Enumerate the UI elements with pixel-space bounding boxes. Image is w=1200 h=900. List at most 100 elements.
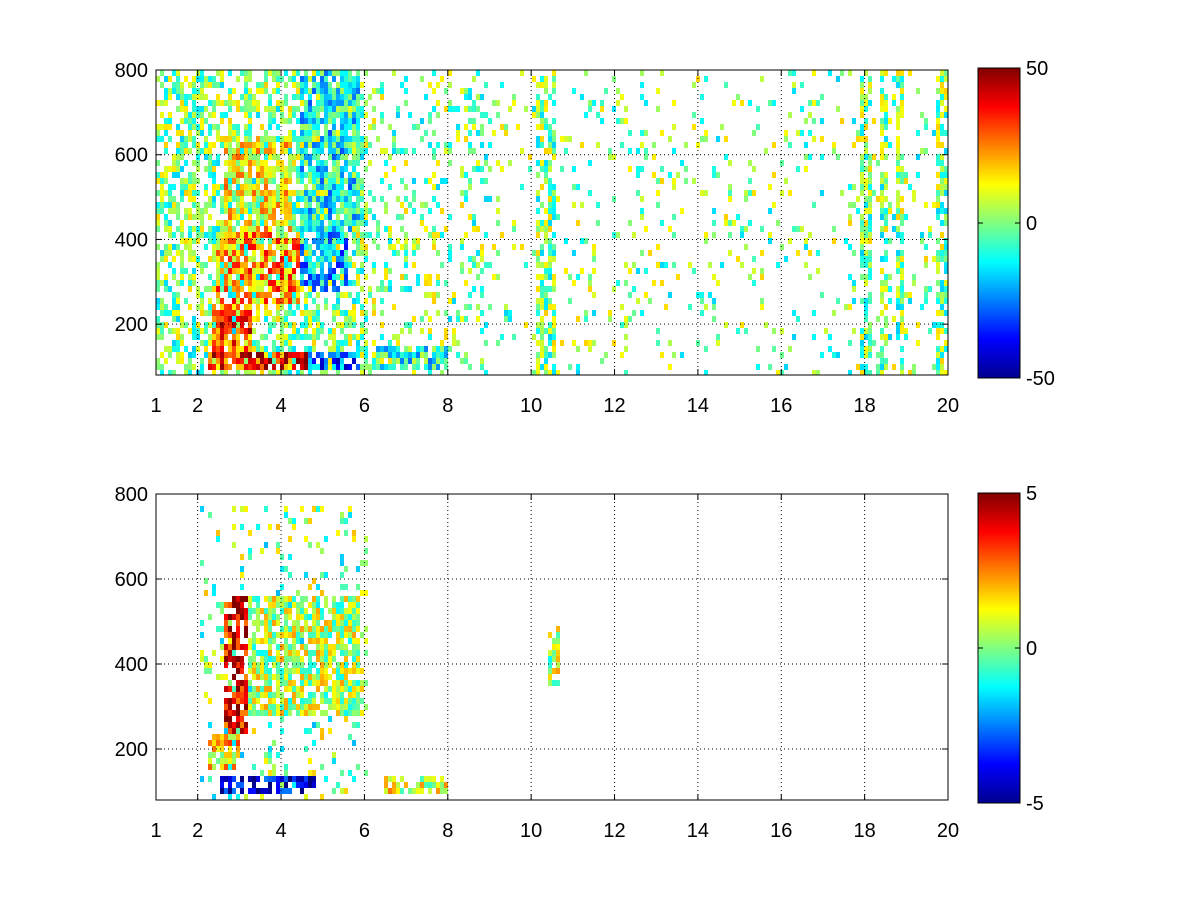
bottom-heatmap-cell xyxy=(260,656,264,662)
top-heatmap-cell xyxy=(372,238,376,244)
bottom-heatmap-cell xyxy=(288,668,292,674)
top-heatmap-cell xyxy=(392,148,396,154)
bottom-heatmap-cell xyxy=(352,686,356,692)
top-heatmap-cell xyxy=(212,304,216,310)
top-heatmap-cell xyxy=(192,268,196,274)
top-heatmap-cell xyxy=(296,244,300,250)
top-heatmap-cell xyxy=(188,304,192,310)
top-heatmap-cell xyxy=(896,172,900,178)
bottom-heatmap-cell xyxy=(288,554,292,560)
top-heatmap-cell xyxy=(168,250,172,256)
bottom-heatmap-cell xyxy=(244,620,248,626)
top-heatmap-cell xyxy=(596,142,600,148)
top-heatmap-cell xyxy=(252,256,256,262)
bottom-heatmap-cell xyxy=(284,764,288,770)
top-heatmap-cell xyxy=(940,322,944,328)
top-heatmap-cell xyxy=(372,268,376,274)
top-heatmap-cell xyxy=(936,124,940,130)
top-heatmap-cell xyxy=(444,88,448,94)
top-heatmap-cell xyxy=(372,124,376,130)
top-heatmap-cell xyxy=(184,322,188,328)
top-heatmap-cell xyxy=(344,88,348,94)
bottom-heatmap-cell xyxy=(304,620,308,626)
top-heatmap-cell xyxy=(264,310,268,316)
top-heatmap-cell xyxy=(324,256,328,262)
top-heatmap-cell xyxy=(300,208,304,214)
bottom-colorbar-ticks: 50-5 xyxy=(978,483,1044,815)
top-heatmap-cell xyxy=(196,226,200,232)
top-heatmap-cell xyxy=(392,142,396,148)
bottom-heatmap-cell xyxy=(552,650,556,656)
top-heatmap-cell xyxy=(228,94,232,100)
top-heatmap-cell xyxy=(336,250,340,256)
bottom-heatmap-cell xyxy=(388,788,392,794)
top-heatmap-cell xyxy=(548,226,552,232)
bottom-heatmap-cell xyxy=(224,602,228,608)
bottom-heatmap-cell xyxy=(208,752,212,758)
top-heatmap-cell xyxy=(344,340,348,346)
bottom-heatmap-cell xyxy=(316,620,320,626)
top-heatmap-cell xyxy=(552,154,556,160)
top-heatmap-cell xyxy=(388,232,392,238)
top-heatmap-cell xyxy=(284,244,288,250)
top-heatmap-cell xyxy=(512,100,516,106)
top-heatmap-cell xyxy=(532,106,536,112)
bottom-heatmap-cell xyxy=(356,662,360,668)
top-x-tick-label: 18 xyxy=(854,395,876,417)
bottom-heatmap-cell xyxy=(348,596,352,602)
top-heatmap-cell xyxy=(308,352,312,358)
top-heatmap-cell xyxy=(368,94,372,100)
top-heatmap-cell xyxy=(236,364,240,370)
bottom-heatmap-cell xyxy=(240,776,244,782)
top-heatmap-cell xyxy=(340,310,344,316)
top-heatmap-cell xyxy=(244,250,248,256)
bottom-heatmap-cell xyxy=(340,626,344,632)
top-heatmap-cell xyxy=(548,352,552,358)
top-heatmap-cell xyxy=(300,94,304,100)
top-heatmap-cell xyxy=(216,136,220,142)
top-heatmap-cell xyxy=(256,178,260,184)
bottom-heatmap-cell xyxy=(236,662,240,668)
top-heatmap-cell xyxy=(944,190,948,196)
bottom-heatmap-cell xyxy=(344,614,348,620)
bottom-heatmap-cell xyxy=(312,740,316,746)
top-heatmap-cell xyxy=(232,346,236,352)
top-heatmap-cell xyxy=(344,190,348,196)
bottom-heatmap-cell xyxy=(280,554,284,560)
top-heatmap-cell xyxy=(336,88,340,94)
top-heatmap-cell xyxy=(300,226,304,232)
bottom-heatmap-cell xyxy=(424,782,428,788)
top-heatmap-cell xyxy=(276,298,280,304)
top-heatmap-cell xyxy=(816,268,820,274)
top-heatmap-cell xyxy=(420,220,424,226)
top-heatmap-cell xyxy=(180,82,184,88)
top-heatmap-cell xyxy=(536,262,540,268)
bottom-heatmap-cell xyxy=(236,740,240,746)
top-heatmap-cell xyxy=(252,184,256,190)
top-heatmap-cell xyxy=(552,328,556,334)
top-heatmap-cell xyxy=(776,220,780,226)
top-heatmap-cell xyxy=(368,190,372,196)
top-heatmap-cell xyxy=(336,142,340,148)
bottom-heatmap-cell xyxy=(348,614,352,620)
top-heatmap-cell xyxy=(380,280,384,286)
top-heatmap-cell xyxy=(184,118,188,124)
top-heatmap-cell xyxy=(200,130,204,136)
bottom-heatmap-cell xyxy=(216,758,220,764)
top-heatmap-cell xyxy=(236,268,240,274)
top-heatmap-cell xyxy=(344,256,348,262)
top-heatmap-cell xyxy=(332,250,336,256)
top-heatmap-cell xyxy=(268,328,272,334)
top-heatmap-cell xyxy=(428,208,432,214)
top-heatmap-cell xyxy=(428,334,432,340)
top-heatmap-cell xyxy=(324,340,328,346)
top-heatmap-cell xyxy=(380,364,384,370)
bottom-heatmap-cell xyxy=(292,686,296,692)
bottom-heatmap-cell xyxy=(200,632,204,638)
top-heatmap-cell xyxy=(252,178,256,184)
top-heatmap-cell xyxy=(896,256,900,262)
top-heatmap-cell xyxy=(388,352,392,358)
top-heatmap-cell xyxy=(868,184,872,190)
top-heatmap-cell xyxy=(428,358,432,364)
top-heatmap-cell xyxy=(208,160,212,166)
